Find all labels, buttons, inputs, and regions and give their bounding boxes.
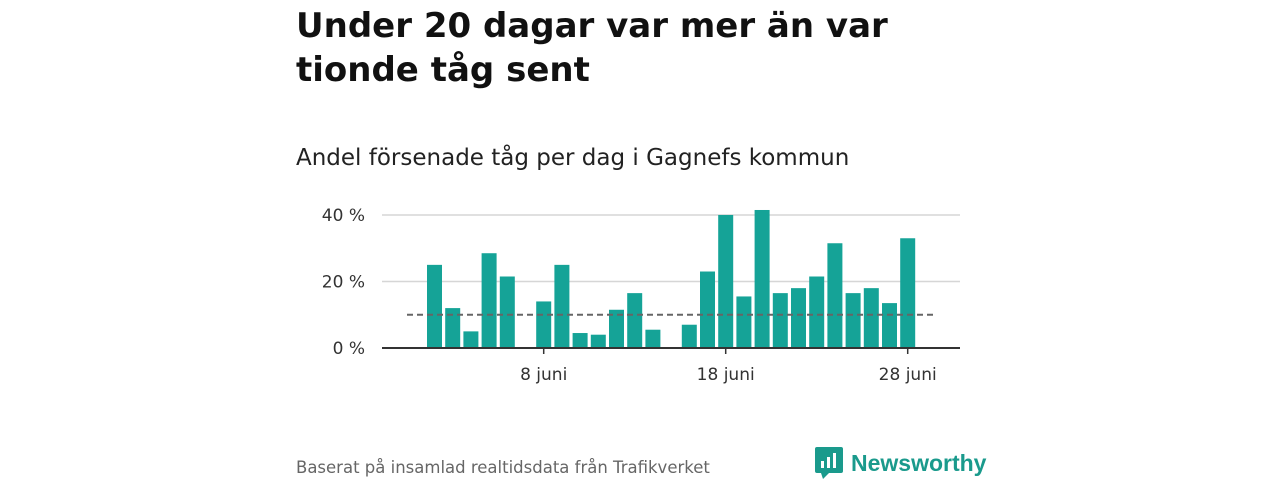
bar <box>427 264 442 348</box>
bar <box>627 293 643 348</box>
bar <box>590 334 606 348</box>
bar <box>609 309 624 348</box>
bar <box>754 209 770 348</box>
bar <box>445 308 461 348</box>
source-note: Baserat på insamlad realtidsdata från Tr… <box>296 458 710 477</box>
chart-title: Under 20 dagar var mer än var tionde tåg… <box>296 6 888 90</box>
bar <box>645 329 661 348</box>
brand-name: Newsworthy <box>851 449 987 476</box>
x-tick-label: 18 juni <box>697 365 755 385</box>
x-tick-label: 28 juni <box>879 365 937 385</box>
bar <box>554 264 570 348</box>
bar <box>900 238 916 348</box>
bar <box>863 288 879 348</box>
newsworthy-logo-icon <box>815 447 843 479</box>
bar <box>845 293 861 348</box>
y-tick-label: 20 % <box>322 272 365 292</box>
y-tick-label: 0 % <box>333 339 365 359</box>
y-tick-label: 40 % <box>322 206 365 226</box>
bar <box>463 331 479 348</box>
bar <box>827 243 843 348</box>
bar <box>700 271 715 348</box>
bar <box>772 293 788 348</box>
bar <box>736 296 752 348</box>
bar <box>481 253 497 348</box>
bar <box>791 288 806 348</box>
bar <box>718 214 734 348</box>
bar-chart: 0 % 20 % 40 % 8 juni 18 juni 28 juni <box>322 206 960 385</box>
chart-subtitle: Andel försenade tåg per dag i Gagnefs ko… <box>296 145 850 171</box>
bar <box>681 324 697 348</box>
newsworthy-logo[interactable]: Newsworthy <box>815 447 986 479</box>
x-tick-label: 8 juni <box>520 365 567 385</box>
bar <box>882 303 897 348</box>
bar <box>572 333 588 348</box>
bar <box>499 276 515 348</box>
bar <box>536 301 552 348</box>
bar <box>809 276 825 348</box>
